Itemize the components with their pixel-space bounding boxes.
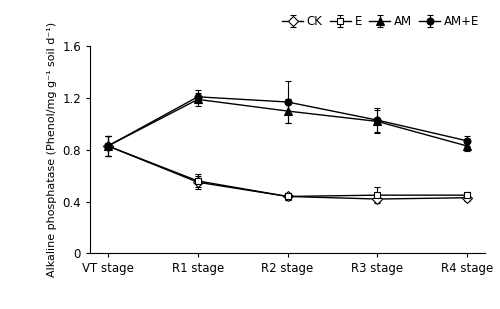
Y-axis label: Alkaline phosphatase (Phenol/mg g⁻¹ soil d⁻¹): Alkaline phosphatase (Phenol/mg g⁻¹ soil… (46, 22, 56, 277)
Legend: CK, E, AM, AM+E: CK, E, AM, AM+E (282, 15, 479, 28)
